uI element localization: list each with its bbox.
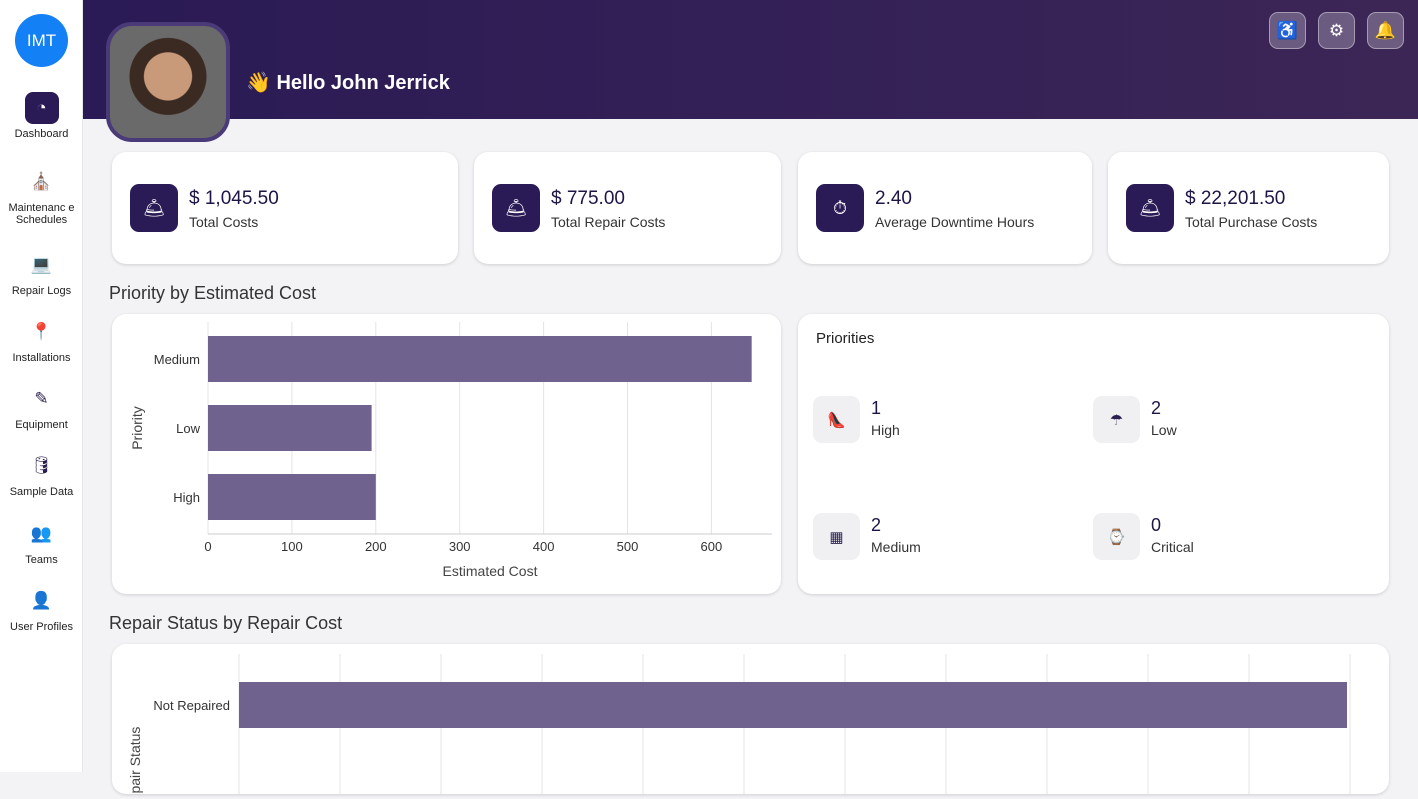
priority-count: 0 [1151,515,1162,535]
avatar [106,22,230,142]
x-axis-label: Estimated Cost [443,563,538,579]
person-icon: 👤 [30,591,53,610]
x-tick-label: 400 [533,539,555,554]
section-title: Repair Status by Repair Cost [109,613,343,633]
laptop-icon: 💻 [30,255,53,274]
people-icon: 👥 [30,524,53,543]
greeting: 👋 Hello John Jerrick [246,72,450,94]
x-tick-label: 300 [449,539,471,554]
shoe-icon: 👠 [813,396,860,443]
priority-label: Low [1151,422,1177,438]
kpi-label: Total Costs [189,214,259,230]
sidebar-item-maintenanc-e-schedules[interactable]: ⛪ Maintenanc e Schedules [0,166,83,226]
sidebar-item-label: Sample Data [9,486,74,498]
kpi-value: $ 775.00 [551,188,625,209]
sidebar: IMT ◔ Dashboard ⛪ Maintenanc e Schedules 💻 Re… [0,0,83,772]
accessibility-button[interactable]: ♿ [1269,12,1306,49]
kpi-value: $ 22,201.50 [1185,188,1286,209]
logo[interactable]: IMT [15,14,68,67]
kpi-value: $ 1,045.50 [189,188,279,209]
building-icon: ⛪ [30,172,53,191]
y-tick-label: Low [176,421,200,436]
sidebar-item-label: Dashboard [14,128,69,140]
sidebar-item-label: Teams [25,554,58,566]
priorities-card: Priorities 👠 1 High ☂ 2 Low ▦ 2 Medium ⌚ 0 Critical [798,314,1389,594]
x-tick-label: 0 [204,539,211,554]
kpi-card: 🛎 $ 1,045.50 Total Costs [112,152,458,264]
bell-stand-icon: 🛎 [492,184,540,232]
priority-count: 2 [1151,398,1162,418]
priority-count: 1 [871,398,882,418]
sidebar-item-label: Maintenanc e Schedules [8,202,75,226]
x-tick-label: 600 [701,539,723,554]
bar-high [208,474,376,520]
priority-count: 2 [871,515,882,535]
bar-not-repaired [239,682,1347,728]
priority-item-high: 👠 1 High [813,396,1013,446]
y-axis-label: Priority [129,406,145,450]
priority-item-low: ☂ 2 Low [1093,396,1293,446]
section-title: Priority by Estimated Cost [109,283,317,303]
kpi-label: Total Repair Costs [551,214,666,230]
priority-label: Medium [871,539,921,555]
priority-label: Critical [1151,539,1194,555]
accessibility-icon: ♿ [1276,20,1299,40]
edit-icon: ✎ [34,389,49,408]
shapes-icon: ▦ [813,513,860,560]
sidebar-item-equipment[interactable]: ✎ Equipment [0,383,83,431]
sidebar-item-label: User Profiles [10,621,73,633]
map-pin-icon: 📍 [30,322,53,341]
header-banner [83,0,1418,119]
sidebar-item-sample-data[interactable]: 🛢 Sample Data [0,450,83,498]
kpi-value: 2.40 [875,188,912,209]
y-tick-label: Medium [154,352,200,367]
priority-label: High [871,422,900,438]
repair-status-bar-chart: Not Repaired Repair Status [127,654,1351,799]
wifi-drop-icon: ☂ [1093,396,1140,443]
sidebar-item-repair-logs[interactable]: 💻 Repair Logs [0,249,83,297]
settings-button[interactable]: ⚙ [1318,12,1355,49]
bell-stand-icon: 🛎 [130,184,178,232]
y-axis-label: Repair Status [127,727,143,794]
bar-medium [208,336,752,382]
y-tick-label: Not Repaired [153,698,230,713]
kpi-card: 🛎 $ 775.00 Total Repair Costs [474,152,781,264]
sidebar-item-label: Installations [12,352,71,364]
clock-icon: ⏱ [816,184,864,232]
priorities-title: Priorities [816,330,875,347]
y-tick-label: High [173,490,200,505]
bell-icon: 🔔 [1374,20,1397,40]
kpi-card: 🛎 $ 22,201.50 Total Purchase Costs [1108,152,1389,264]
gauge-icon: ◔ [24,92,59,124]
x-tick-label: 200 [365,539,387,554]
priority-item-critical: ⌚ 0 Critical [1093,513,1293,563]
sidebar-item-teams[interactable]: 👥 Teams [0,518,83,566]
database-icon: 🛢 [30,456,53,475]
kpi-label: Average Downtime Hours [875,214,1035,230]
priority-item-medium: ▦ 2 Medium [813,513,1013,563]
gear-icon: ⚙ [1328,20,1345,40]
watch-icon: ⌚ [1093,513,1140,560]
kpi-card: ⏱ 2.40 Average Downtime Hours [798,152,1092,264]
priority-chart-card: 0 100 200 300 400 500 600 Medium Low High Estimate… [112,314,781,594]
notifications-button[interactable]: 🔔 [1367,12,1404,49]
sidebar-item-label: Equipment [15,419,68,431]
bar-low [208,405,372,451]
x-tick-label: 100 [281,539,303,554]
priority-bar-chart: 0 100 200 300 400 500 600 Medium Low High Estimate… [129,322,772,579]
sidebar-item-installations[interactable]: 📍 Installations [0,316,83,364]
x-tick-label: 500 [617,539,639,554]
kpi-label: Total Purchase Costs [1185,214,1318,230]
repair-status-chart-card: Not Repaired Repair Status [112,644,1389,799]
sidebar-item-label: Repair Logs [11,285,72,297]
bell-stand-icon: 🛎 [1126,184,1174,232]
sidebar-item-dashboard[interactable]: ◔ Dashboard [0,92,83,140]
sidebar-item-user-profiles[interactable]: 👤 User Profiles [0,585,83,633]
